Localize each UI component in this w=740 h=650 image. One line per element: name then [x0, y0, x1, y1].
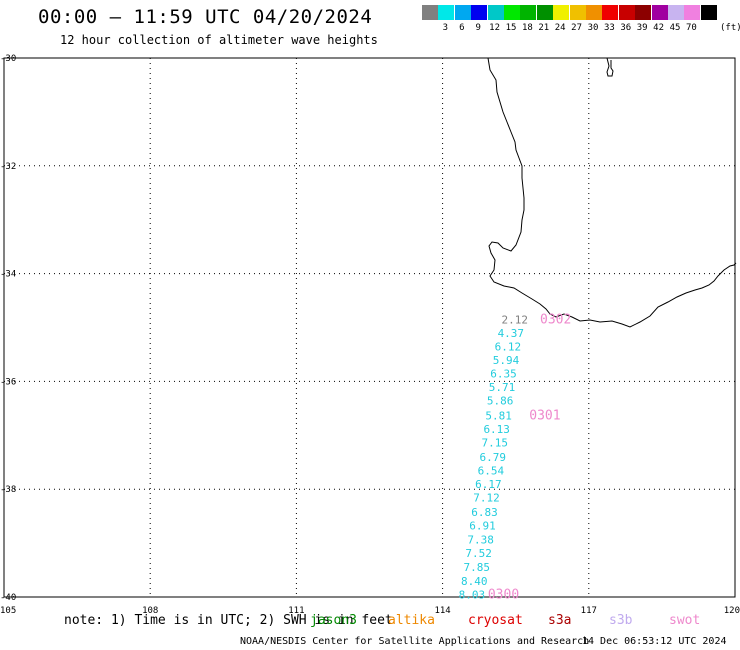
longitude-label: 108 — [142, 606, 158, 616]
scale-label: 70 — [685, 23, 697, 33]
wave-height-value: 8.03 — [459, 588, 486, 601]
longitude-label: 117 — [581, 606, 597, 616]
satellite-legend-swot: swot — [669, 613, 701, 628]
map-title: 00:00 – 11:59 UTC 04/20/2024 — [38, 6, 373, 28]
satellite-legend-cryosat: cryosat — [468, 613, 523, 628]
scale-swatch — [536, 5, 553, 20]
pass-time-label: 0302 — [540, 312, 571, 327]
scale-swatch — [487, 5, 504, 20]
satellite-legend-s3b: s3b — [609, 613, 633, 628]
wave-height-value: 7.38 — [467, 533, 494, 546]
wave-height-value: 7.12 — [473, 491, 500, 504]
scale-label: 18 — [521, 23, 533, 33]
scale-swatch — [602, 5, 619, 20]
scale-swatch — [618, 5, 635, 20]
scale-swatch — [651, 5, 668, 20]
scale-label: 3 — [442, 23, 449, 33]
wave-height-value: 6.54 — [478, 464, 505, 477]
wave-height-value: 6.12 — [495, 340, 522, 353]
wave-height-value: 7.15 — [481, 436, 508, 449]
wave-height-value: 6.13 — [483, 423, 510, 436]
pass-time-labels: 0302 0301 0300 — [488, 312, 571, 602]
scale-swatch — [668, 5, 684, 20]
longitude-label: 114 — [434, 606, 450, 616]
scale-label: 21 — [538, 23, 550, 33]
latitude-label: -32 — [0, 162, 16, 172]
scale-swatch — [520, 5, 537, 20]
wave-height-labels: 2.124.376.125.946.355.715.86 5.816.137.15… — [459, 313, 528, 601]
wave-height-value: 6.79 — [480, 451, 507, 464]
scale-swatch — [586, 5, 602, 20]
scale-label: 36 — [620, 23, 632, 33]
wave-height-value: 6.35 — [490, 367, 517, 380]
satellite-legend-s3a: s3a — [548, 613, 572, 628]
wave-height-value: 5.71 — [489, 381, 516, 394]
coastline-southwest-australia — [487, 57, 737, 328]
map-border — [3, 57, 736, 598]
satellite-legend-jason3: jason3 — [310, 613, 357, 628]
scale-swatch — [504, 5, 520, 20]
latitude-label: -40 — [0, 593, 16, 603]
scale-label: 24 — [554, 23, 566, 33]
wave-height-value: 5.81 — [485, 409, 512, 422]
scale-swatch — [438, 5, 455, 20]
pass-time-label: 0301 — [529, 408, 560, 423]
wave-height-value: 6.91 — [469, 519, 496, 532]
coastline-islet — [606, 57, 614, 77]
longitude-labels: 105 108 111 114 117 120 — [0, 606, 740, 616]
wave-height-value: 5.86 — [487, 394, 514, 407]
latitude-label: -38 — [0, 485, 16, 495]
latitude-label: -34 — [0, 270, 16, 280]
latitude-label: -30 — [0, 54, 16, 64]
scale-label: 45 — [669, 23, 681, 33]
latitude-label: -36 — [0, 377, 16, 387]
scale-label: 9 — [475, 23, 481, 33]
map-frame — [3, 57, 736, 598]
scale-label: 12 — [489, 23, 501, 33]
scale-swatch — [553, 5, 570, 20]
scale-swatch — [471, 5, 488, 20]
scale-label: 6 — [459, 23, 465, 33]
scale-label: 27 — [571, 23, 583, 33]
footer-credit: NOAA/NESDIS Center for Satellite Applica… — [240, 636, 590, 647]
wave-height-value: 6.17 — [475, 478, 502, 491]
wave-height-value: 2.12 — [501, 313, 528, 326]
latitude-labels: -30 -32 -34 -36 -38 -40 — [0, 54, 16, 603]
scale-swatch — [422, 5, 438, 20]
scale-label: 30 — [587, 23, 599, 33]
scale-swatch — [635, 5, 652, 20]
lat-lon-grid — [4, 58, 735, 597]
satellite-legend-altika: altika — [388, 613, 435, 628]
pass-time-label: 0300 — [488, 587, 519, 602]
scale-label: 15 — [505, 23, 517, 33]
scale-swatch — [700, 5, 717, 20]
wave-height-value: 7.52 — [465, 547, 492, 560]
longitude-label: 120 — [724, 606, 740, 616]
scale-swatch — [569, 5, 586, 20]
footer-timestamp: 14 Dec 06:53:12 UTC 2024 — [582, 636, 727, 647]
longitude-label: 111 — [288, 606, 304, 616]
wave-height-value: 5.94 — [493, 354, 520, 367]
scale-unit: (ft) — [720, 23, 740, 33]
scale-label: 42 — [653, 23, 665, 33]
wave-height-value: 7.85 — [463, 561, 490, 574]
map-subtitle: 12 hour collection of altimeter wave hei… — [60, 33, 378, 47]
scale-label: 33 — [603, 23, 615, 33]
scale-swatch — [454, 5, 471, 20]
scale-swatch — [684, 5, 701, 20]
scale-label: 39 — [636, 23, 648, 33]
wave-height-value: 6.83 — [471, 506, 498, 519]
wave-height-value: 8.40 — [461, 575, 488, 588]
note-text: note: 1) Time is in UTC; 2) SWH is in fe… — [64, 613, 393, 628]
wave-height-value: 4.37 — [498, 327, 525, 340]
longitude-label: 105 — [0, 606, 16, 616]
